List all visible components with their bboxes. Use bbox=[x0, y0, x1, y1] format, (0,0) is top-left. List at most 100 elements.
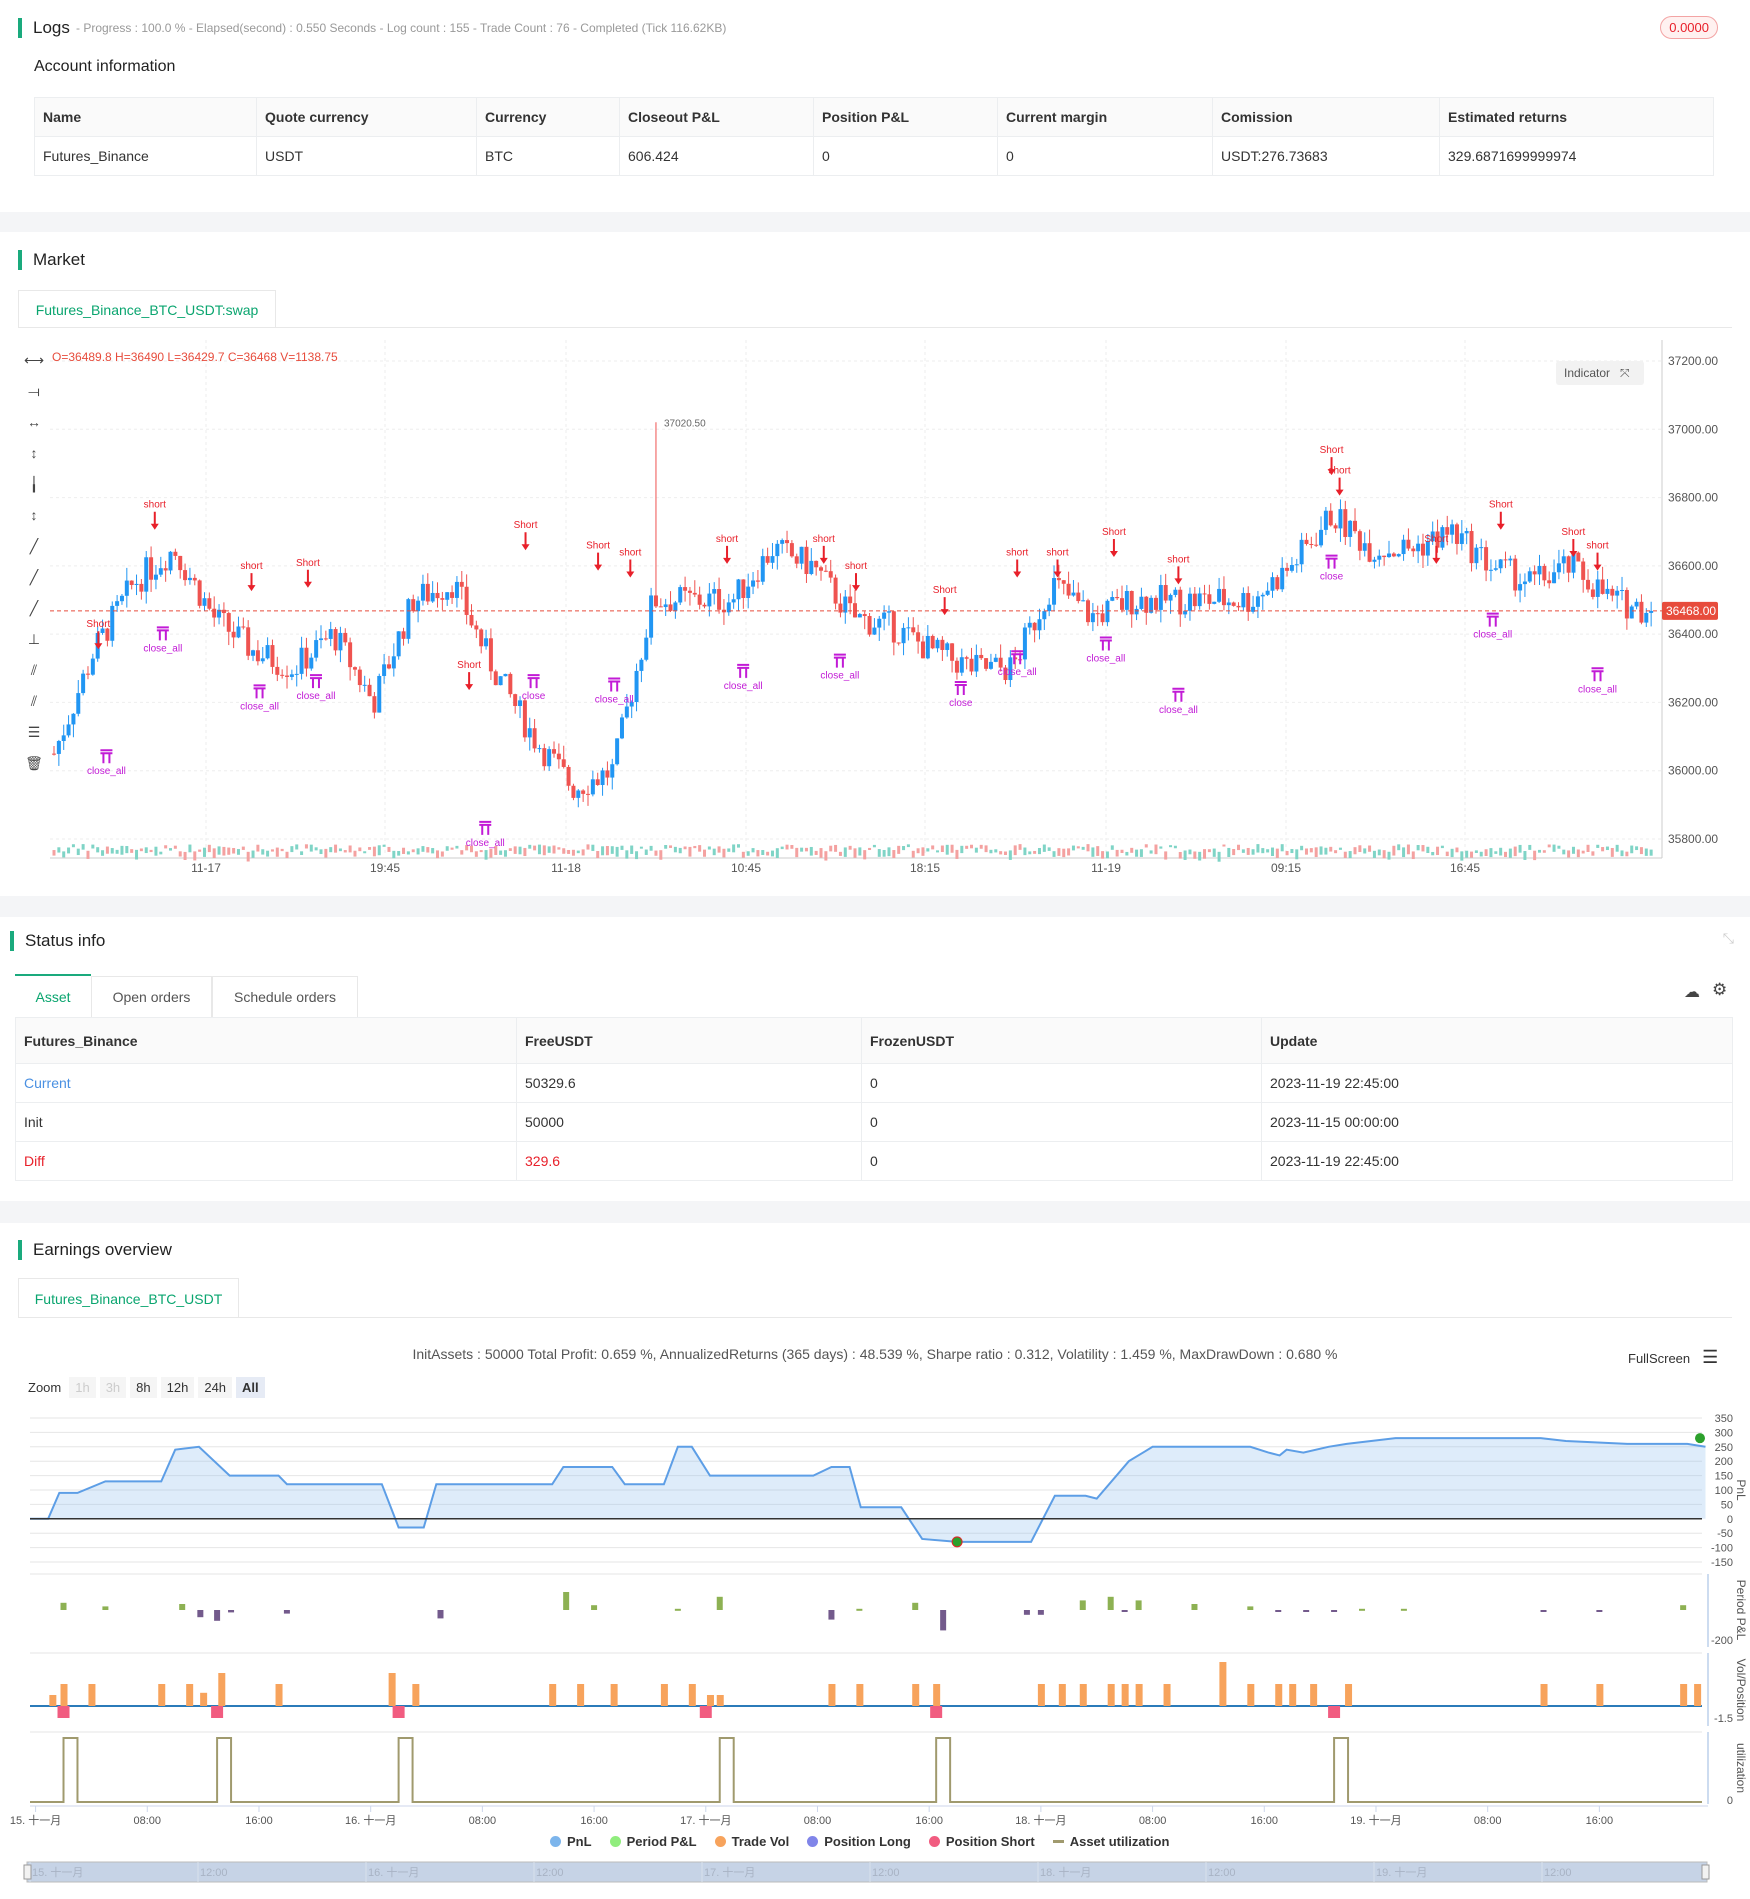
volume-bar bbox=[130, 849, 134, 853]
time-tick: 11-17 bbox=[191, 861, 221, 875]
zoom-All[interactable]: All bbox=[236, 1377, 265, 1398]
volume-bar bbox=[1212, 848, 1216, 857]
horizontal-segment-icon[interactable]: ↔ bbox=[27, 414, 41, 430]
candle bbox=[891, 611, 896, 643]
candlestick-chart[interactable]: 37200.00 37000.00 36800.00 36600.00 36400.00… bbox=[0, 340, 1750, 880]
candle bbox=[1615, 590, 1620, 596]
navigator-range[interactable] bbox=[26, 1861, 1708, 1883]
candle bbox=[634, 670, 639, 703]
zoom-8h[interactable]: 8h bbox=[130, 1377, 157, 1398]
ray-icon[interactable]: ╱ bbox=[29, 569, 39, 585]
volume-bar bbox=[1644, 848, 1648, 856]
volume-bar bbox=[1620, 850, 1624, 857]
candle bbox=[1406, 539, 1411, 549]
candle bbox=[1532, 571, 1537, 575]
navigator-handle[interactable] bbox=[23, 1864, 32, 1880]
candle bbox=[464, 586, 469, 615]
zoom-1h[interactable]: 1h bbox=[69, 1377, 96, 1398]
volume-bar bbox=[1193, 851, 1197, 859]
candle bbox=[1187, 593, 1192, 611]
volume-bar bbox=[57, 847, 61, 853]
volume-bar bbox=[1523, 851, 1527, 860]
zoom-24h[interactable]: 24h bbox=[198, 1377, 233, 1398]
candle bbox=[1212, 601, 1217, 604]
horizontal-line-icon[interactable]: ⟷ bbox=[23, 352, 45, 368]
navigator-scrollbar[interactable]: 15. 十一月 12:00 16. 十一月 12:00 17. 十一月 12:00 18. … bbox=[0, 1858, 1750, 1888]
volume-bar bbox=[644, 849, 648, 855]
expand-icon[interactable]: ⤧ bbox=[1620, 365, 1630, 380]
signal-label: Short bbox=[457, 660, 481, 671]
legend-period-p-l[interactable]: Period P&L bbox=[609, 1834, 697, 1849]
candle bbox=[726, 602, 731, 613]
tab-open-orders[interactable]: Open orders bbox=[91, 976, 212, 1017]
horizontal-ray-icon[interactable]: ⟞ bbox=[28, 383, 40, 399]
candle bbox=[707, 593, 712, 607]
tab-asset[interactable]: Asset bbox=[15, 976, 91, 1017]
navigator-tick: 12:00 bbox=[200, 1867, 228, 1879]
fib-lines-icon[interactable]: ☰ bbox=[27, 724, 41, 740]
candle bbox=[1081, 600, 1086, 602]
volume-bar bbox=[1251, 849, 1255, 855]
trash-icon[interactable]: 🗑 bbox=[25, 755, 43, 771]
volume-bar bbox=[639, 846, 643, 849]
volume-bar bbox=[1246, 847, 1250, 855]
signal-label: short bbox=[1167, 554, 1189, 565]
indicator-button[interactable]: Indicator ⤧ bbox=[1556, 361, 1644, 385]
tab-schedule-orders[interactable]: Schedule orders bbox=[212, 976, 358, 1017]
vertical-segment-icon[interactable]: ↕ bbox=[30, 507, 38, 523]
market-tab-symbol[interactable]: Futures_Binance_BTC_USDT:swap bbox=[18, 290, 276, 328]
period-pnl-bar bbox=[1107, 1596, 1114, 1610]
period-pnl-bar bbox=[1247, 1606, 1254, 1610]
period-pnl-bar bbox=[1275, 1610, 1282, 1612]
parallel-channel-icon[interactable]: ⫽ bbox=[30, 662, 38, 678]
candle bbox=[1139, 596, 1144, 609]
earnings-tab-symbol[interactable]: Futures_Binance_BTC_USDT bbox=[18, 1278, 239, 1318]
legend-asset-utilization[interactable]: Asset utilization bbox=[1052, 1834, 1169, 1849]
price-tick: 36000.00 bbox=[1668, 764, 1718, 778]
legend-pnl[interactable]: PnL bbox=[550, 1834, 592, 1849]
price-range-icon[interactable]: ⊥ bbox=[27, 631, 41, 647]
fullscreen-button[interactable]: FullScreen ☰ bbox=[1628, 1347, 1718, 1368]
volume-bar bbox=[304, 844, 308, 849]
legend-trade-vol[interactable]: Trade Vol bbox=[714, 1834, 789, 1849]
volume-bar bbox=[659, 850, 663, 860]
candle bbox=[241, 626, 246, 628]
collapse-icon[interactable]: ⤡ bbox=[1722, 930, 1734, 946]
signal-label: short bbox=[1328, 466, 1350, 477]
earnings-chart[interactable]: 350 300 250 200 150 100 50 0 -50 -100 -150 PnL Perio… bbox=[0, 1400, 1750, 1830]
navigator-handle[interactable] bbox=[1701, 1864, 1710, 1880]
zoom-12h[interactable]: 12h bbox=[160, 1377, 195, 1398]
short-arrow-icon bbox=[852, 573, 860, 592]
gear-icon[interactable]: ⚙ bbox=[1712, 980, 1728, 999]
legend-position-long[interactable]: Position Long bbox=[807, 1834, 911, 1849]
zoom-3h[interactable]: 3h bbox=[99, 1377, 127, 1398]
cloud-upload-icon[interactable]: ☁ bbox=[1684, 984, 1700, 1001]
volume-bar bbox=[1033, 850, 1037, 854]
candle bbox=[314, 640, 319, 658]
volume-bar bbox=[319, 849, 323, 855]
signal-label: short bbox=[240, 561, 262, 572]
pnl-tick: 0 bbox=[1727, 1514, 1733, 1526]
volume-bar bbox=[1494, 851, 1498, 854]
candle bbox=[615, 738, 620, 765]
candle bbox=[586, 793, 590, 795]
vertical-ray-icon[interactable]: ╽ bbox=[29, 476, 39, 492]
volume-bar bbox=[615, 846, 619, 857]
menu-icon[interactable]: ☰ bbox=[1702, 1347, 1719, 1367]
channel-icon[interactable]: ⫽ bbox=[30, 693, 38, 709]
trend-line-icon[interactable]: ╱ bbox=[29, 538, 39, 554]
trade-vol-bar bbox=[610, 1684, 618, 1706]
candle bbox=[503, 673, 508, 677]
segment-icon[interactable]: ╱ bbox=[29, 600, 39, 616]
legend-position-short[interactable]: Position Short bbox=[928, 1834, 1035, 1849]
candle bbox=[173, 551, 178, 556]
volume-bar bbox=[125, 846, 129, 854]
row-label[interactable]: Current bbox=[15, 1063, 517, 1103]
volume-bar bbox=[115, 849, 119, 854]
short-arrow-icon bbox=[723, 545, 732, 564]
candle bbox=[343, 632, 348, 643]
candle bbox=[1644, 612, 1649, 623]
candle bbox=[916, 632, 921, 642]
volume-bar bbox=[285, 851, 289, 859]
vertical-line-icon[interactable]: ↕ bbox=[30, 445, 38, 461]
